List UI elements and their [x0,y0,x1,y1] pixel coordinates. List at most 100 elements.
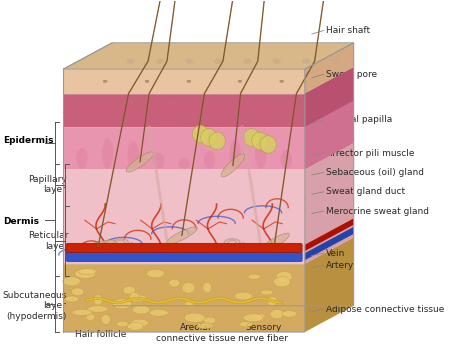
Ellipse shape [103,80,107,82]
Ellipse shape [83,103,89,106]
Ellipse shape [285,121,291,124]
Ellipse shape [153,120,158,123]
Ellipse shape [139,114,145,117]
Ellipse shape [191,106,197,109]
Ellipse shape [126,109,131,112]
Ellipse shape [76,148,88,169]
Text: Sebaceous (oil) gland: Sebaceous (oil) gland [326,168,424,177]
Ellipse shape [187,104,193,107]
Text: Papillary
layer: Papillary layer [27,175,66,194]
Bar [64,264,305,332]
Ellipse shape [166,103,172,106]
Ellipse shape [239,322,252,327]
Polygon shape [64,43,354,69]
Ellipse shape [182,120,187,123]
Text: Subcutaneous
layer
(hypodermis): Subcutaneous layer (hypodermis) [2,291,66,321]
Ellipse shape [130,98,136,101]
Ellipse shape [197,323,213,329]
Ellipse shape [87,306,108,312]
Ellipse shape [185,301,194,306]
Ellipse shape [185,58,193,64]
Ellipse shape [260,233,290,252]
Ellipse shape [65,296,79,302]
Ellipse shape [264,119,269,121]
Ellipse shape [102,138,113,169]
Ellipse shape [63,277,81,286]
Ellipse shape [199,115,204,118]
Text: Sensory
nerve fiber: Sensory nerve fiber [238,323,288,342]
Ellipse shape [77,113,83,115]
Text: Hair shaft: Hair shaft [326,26,370,35]
Ellipse shape [297,108,302,111]
Ellipse shape [220,119,225,121]
Ellipse shape [260,136,276,153]
Ellipse shape [204,151,216,169]
Ellipse shape [116,321,128,327]
Ellipse shape [225,101,230,104]
Ellipse shape [221,154,245,177]
Ellipse shape [246,114,252,117]
Ellipse shape [253,103,259,106]
Ellipse shape [75,269,96,278]
Polygon shape [305,227,354,260]
Ellipse shape [172,101,177,104]
Polygon shape [305,219,354,251]
Ellipse shape [101,314,110,325]
Polygon shape [305,143,354,264]
Ellipse shape [273,277,290,287]
Ellipse shape [201,129,217,146]
Text: Adipose connective tissue: Adipose connective tissue [326,305,444,314]
Ellipse shape [252,132,268,150]
Ellipse shape [255,139,266,169]
Ellipse shape [214,108,219,111]
Ellipse shape [229,140,241,169]
Ellipse shape [71,288,84,296]
Ellipse shape [135,110,141,113]
Ellipse shape [161,122,166,125]
Ellipse shape [214,58,222,64]
Ellipse shape [94,113,99,116]
Text: Sweat pore: Sweat pore [326,70,377,79]
Ellipse shape [146,269,164,278]
FancyBboxPatch shape [66,252,302,262]
Ellipse shape [187,102,192,105]
Ellipse shape [281,150,292,169]
Ellipse shape [240,109,246,112]
Ellipse shape [270,309,284,319]
Ellipse shape [275,104,281,107]
Ellipse shape [163,111,168,114]
Text: Dermis: Dermis [3,217,39,226]
Text: Areolar
connective tissue: Areolar connective tissue [156,323,236,342]
Ellipse shape [169,279,180,287]
Ellipse shape [112,110,118,113]
Ellipse shape [187,80,191,82]
Ellipse shape [110,109,116,112]
Text: Artery: Artery [326,261,354,270]
Ellipse shape [273,58,281,64]
Ellipse shape [206,97,211,100]
Ellipse shape [132,306,150,314]
Ellipse shape [166,227,197,244]
Ellipse shape [178,158,190,169]
Ellipse shape [255,313,265,319]
Ellipse shape [282,311,297,317]
Ellipse shape [209,132,225,150]
Ellipse shape [267,297,277,306]
Ellipse shape [257,111,263,114]
Ellipse shape [131,319,148,327]
Text: Hair follicle: Hair follicle [75,330,126,339]
Bar [64,69,305,94]
Ellipse shape [253,108,258,111]
Ellipse shape [128,109,133,112]
Ellipse shape [265,109,271,112]
Ellipse shape [260,290,273,295]
Ellipse shape [86,314,95,320]
Ellipse shape [145,80,149,82]
Ellipse shape [243,314,263,322]
Ellipse shape [94,295,102,305]
Ellipse shape [184,313,205,322]
Ellipse shape [116,108,122,111]
Ellipse shape [91,116,97,119]
Bar [64,127,305,169]
Polygon shape [305,101,354,169]
